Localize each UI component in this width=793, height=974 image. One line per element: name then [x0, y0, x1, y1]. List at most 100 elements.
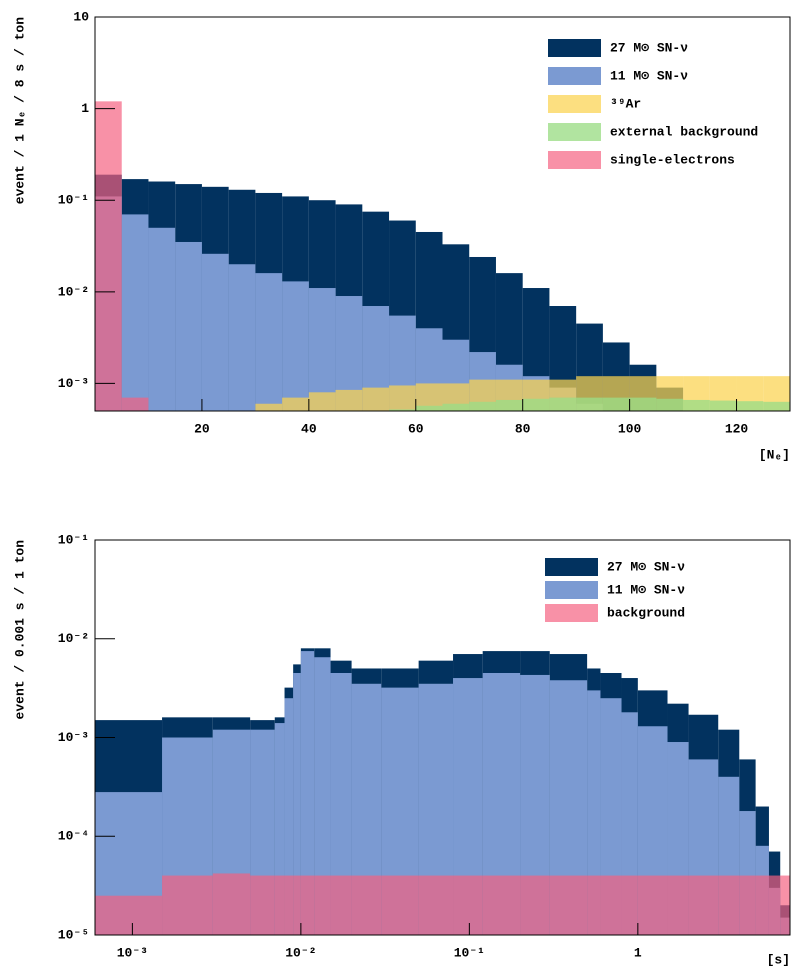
y-axis-title: event / 0.001 s / 1 ton [12, 540, 27, 720]
legend-label: ³⁹Ar [610, 96, 641, 111]
x-tick-label: 60 [408, 421, 424, 436]
y-tick-label: 10⁻³ [58, 376, 89, 391]
legend-label: single-electrons [610, 152, 735, 167]
bar [255, 273, 283, 411]
bar [274, 723, 285, 935]
y-tick-label: 10⁻⁵ [58, 927, 89, 942]
legend: 27 M⊙ SN-ν 11 M⊙ SN-ν background [545, 558, 685, 622]
legend-swatch [545, 581, 598, 599]
bar [763, 411, 790, 539]
bar [495, 399, 523, 411]
chart: 20 40 60 80 100 120 10⁻³ 10⁻² 10⁻¹ 1 10 [Nₑ] event /… [12, 9, 791, 594]
bar [768, 875, 781, 935]
x-axis-title: [Nₑ] [759, 447, 790, 462]
legend: 27 M⊙ SN-ν 11 M⊙ SN-ν ³⁹Ar external backgro… [548, 39, 758, 169]
x-tick-label: 20 [194, 421, 210, 436]
bar [629, 397, 657, 411]
bar [274, 875, 285, 935]
plot-area [95, 101, 790, 594]
bar [95, 101, 122, 411]
bar [549, 875, 588, 935]
bar [175, 241, 202, 411]
bar [482, 875, 521, 935]
chart: 10⁻³ 10⁻² 10⁻¹ 1 10⁻⁵ 10⁻⁴ 10⁻³ 10⁻² 10⁻¹ [s] even… [12, 532, 791, 967]
bar [284, 875, 294, 935]
bar [621, 875, 638, 935]
bar [95, 895, 163, 935]
bar [718, 875, 740, 935]
y-tick-label: 10 [73, 9, 89, 24]
bar [755, 875, 769, 935]
bar [780, 875, 790, 935]
legend-swatch [548, 151, 601, 169]
legend-label: 27 M⊙ SN-ν [607, 559, 685, 574]
legend-label: background [607, 605, 685, 620]
bar [330, 672, 352, 935]
x-tick-label: 10⁻¹ [454, 945, 485, 960]
bar [250, 875, 275, 935]
bar [314, 875, 331, 935]
bar [637, 875, 668, 935]
x-axis-title: [s] [767, 952, 790, 967]
bar [739, 875, 756, 935]
bar [418, 875, 454, 935]
bar [201, 253, 229, 411]
bar [282, 281, 309, 411]
bar [284, 698, 294, 935]
legend-label: 11 M⊙ SN-ν [607, 582, 685, 597]
bar [308, 392, 336, 411]
bar [314, 657, 331, 935]
legend-label: external background [610, 124, 758, 139]
bar [522, 398, 550, 411]
series [95, 873, 790, 935]
bar [389, 385, 416, 411]
x-tick-label: 10⁻² [285, 945, 316, 960]
bar [683, 411, 710, 420]
bar [600, 875, 622, 935]
y-axis-title: event / 1 Nₑ / 8 s / ton [12, 17, 27, 204]
y-tick-label: 10⁻¹ [58, 193, 89, 208]
bar [228, 264, 256, 411]
bar [576, 397, 603, 411]
bar [688, 875, 719, 935]
bar [300, 651, 315, 935]
series [389, 397, 790, 411]
bar [293, 875, 301, 935]
legend-swatch [545, 604, 598, 622]
bar [255, 403, 283, 411]
bar [330, 875, 352, 935]
legend-swatch [548, 39, 601, 57]
bar [308, 288, 336, 411]
bar [656, 411, 683, 462]
bar [683, 411, 710, 489]
bar [453, 875, 483, 935]
bar [415, 405, 443, 411]
bar [763, 401, 790, 411]
bar [381, 875, 419, 935]
bar [709, 400, 737, 411]
legend-swatch [548, 123, 601, 141]
bar [520, 875, 550, 935]
y-tick-label: 10⁻² [58, 284, 89, 299]
legend-swatch [548, 95, 601, 113]
series [95, 196, 790, 594]
bar [603, 411, 630, 420]
bar [121, 397, 149, 411]
bar [656, 398, 684, 411]
bar [763, 411, 790, 594]
bar [148, 227, 176, 411]
x-tick-label: 10⁻³ [117, 945, 148, 960]
y-tick-label: 1 [81, 101, 89, 116]
bar [442, 403, 470, 411]
bar [282, 397, 309, 411]
x-tick-label: 80 [515, 421, 531, 436]
y-tick-label: 10⁻⁴ [58, 829, 89, 844]
bar [212, 873, 251, 935]
bar [121, 214, 149, 411]
bar [162, 875, 213, 935]
bar [667, 875, 689, 935]
legend-label: 27 M⊙ SN-ν [610, 40, 688, 55]
y-tick-label: 10⁻¹ [58, 532, 89, 547]
bar [389, 409, 416, 411]
bar [335, 389, 363, 411]
